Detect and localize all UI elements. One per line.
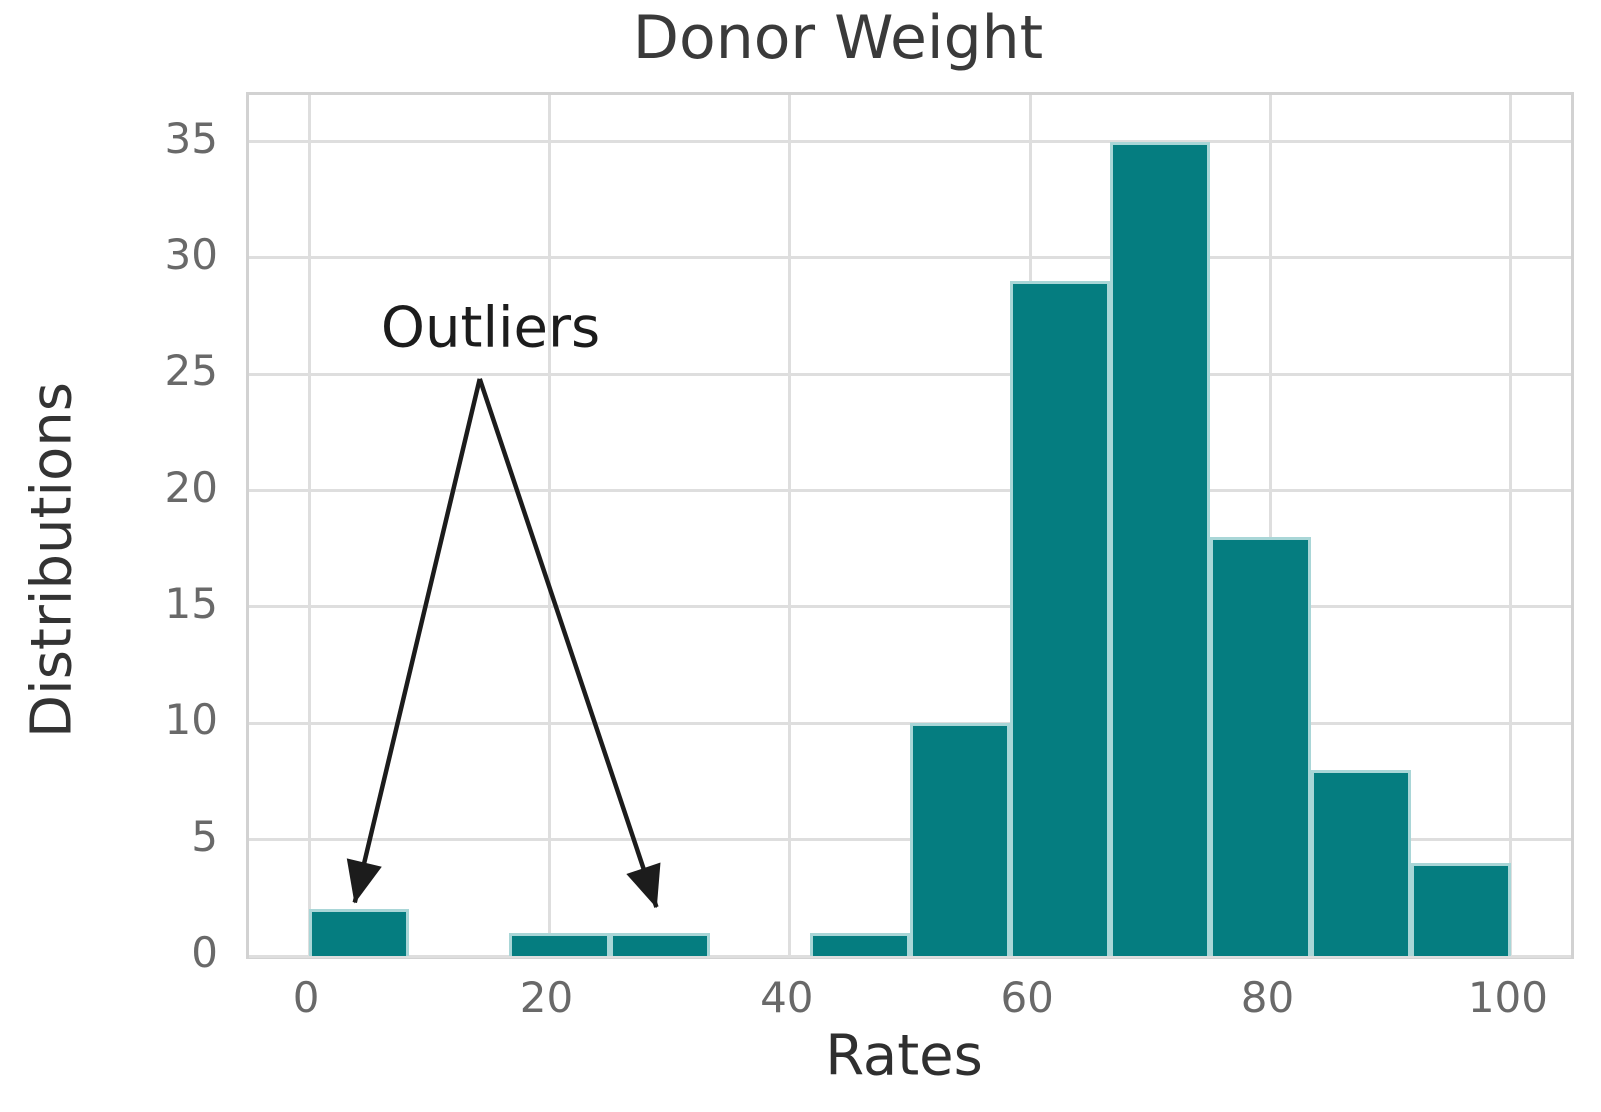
chart-title: Donor Weight (632, 3, 1044, 73)
gridline-y (249, 372, 1571, 376)
histogram-bar (1310, 769, 1411, 956)
histogram-bars (249, 95, 1571, 956)
histogram-bar (609, 932, 710, 956)
histogram-bar (1410, 862, 1511, 956)
gridline-x (547, 95, 551, 956)
annotation-outliers-label: Outliers (380, 295, 601, 361)
gridline-y (249, 256, 1571, 260)
y-tick-label: 35 (164, 113, 218, 163)
gridline-y (249, 605, 1571, 609)
x-tick-label: 40 (760, 973, 814, 1022)
y-tick-label: 0 (191, 928, 218, 977)
histogram-bar (1010, 281, 1111, 956)
histogram-bar (1210, 537, 1311, 956)
histogram-bar (910, 723, 1011, 956)
gridline-y (249, 489, 1571, 493)
histogram-bar (1110, 141, 1211, 956)
gridline-x (1509, 95, 1513, 956)
y-tick-label: 10 (164, 695, 218, 745)
y-tick-label: 20 (164, 462, 218, 512)
annotation-arrows (346, 378, 661, 909)
histogram-bar (809, 932, 910, 956)
x-tick-label: 0 (292, 973, 320, 1022)
x-tick-label: 60 (1000, 973, 1054, 1022)
y-tick-label: 30 (164, 229, 218, 279)
x-tick-label: 80 (1240, 973, 1295, 1022)
y-axis-ticks: 0 5 10 15 20 25 30 35 (0, 92, 232, 973)
outlier-arrow-right (477, 378, 661, 909)
plot-area: Outliers (246, 92, 1574, 959)
y-tick-label: 15 (164, 578, 218, 628)
x-tick-label: 100 (1467, 973, 1548, 1022)
y-tick-label: 5 (191, 811, 218, 861)
x-tick-label: 20 (519, 973, 574, 1022)
y-tick-label: 25 (164, 346, 218, 396)
outlier-arrow-left (346, 378, 482, 904)
x-axis-ticks: 0 20 40 60 80 100 (246, 977, 1568, 1029)
x-axis-label: Rates (825, 1023, 983, 1089)
histogram-bar (309, 909, 410, 956)
gridline-x (307, 95, 311, 956)
gridline-x (1269, 95, 1273, 956)
gridline-y (249, 954, 1571, 958)
gridline-x (788, 95, 792, 956)
histogram-bar (509, 932, 610, 956)
gridline-y (249, 140, 1571, 144)
